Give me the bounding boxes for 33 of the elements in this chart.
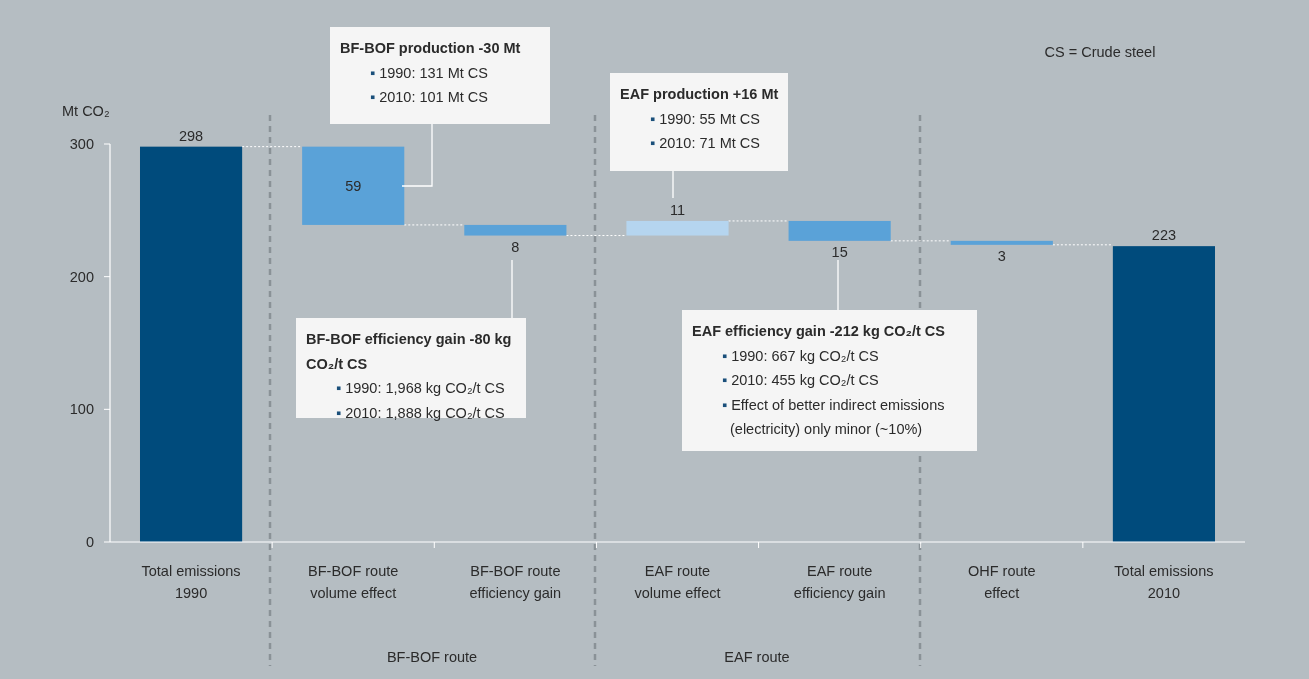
bar [302,146,405,225]
data-label: 15 [831,243,848,260]
y-tick-label: 300 [69,136,94,152]
data-label: 8 [511,238,520,255]
text: BF-BOF route [386,649,478,665]
text: BF-BOF production -30 Mt ▪ 1990: 131 Mt CS ▪ 2010: 101 Mt CS [340,40,521,105]
annotation: BF-BOF efficiency gain -80 kg CO₂/t CS ▪ 1990: 1,968 kg CO₂/t CS ▪ 2010: 1,888 kg CO₂/t CS [306,331,512,421]
x-tick-label: Total emissions 2010 [1114,563,1214,601]
x-tick-label: EAF route volume effect [634,563,721,601]
bar [464,224,567,236]
y-axis-title: Mt CO₂ [62,103,110,119]
x-tick-label: BF-BOF route efficiency gain [469,563,562,601]
x-tick-label: Total emissions 1990 [141,563,241,601]
y-tick-label: 200 [69,268,94,285]
text: EAF route [724,649,790,665]
x-tick-label: OHF route effect [967,563,1036,601]
bar [140,146,243,542]
data-label: 11 [669,201,686,218]
data-label: 298 [178,127,204,144]
bar [1112,246,1215,542]
bar [626,220,729,236]
data-label: 59 [345,177,362,194]
text: CS = Crude steel [1044,44,1156,60]
x-tick-label: EAF route efficiency gain [793,563,886,601]
y-tick-label: 0 [85,534,94,550]
y-tick-label: 100 [69,401,94,418]
data-label: 223 [1151,227,1177,244]
data-label: 3 [997,247,1006,264]
bar [950,240,1053,245]
x-tick-label: BF-BOF route volume effect [308,563,399,601]
annotation: EAF production +16 Mt ▪ 1990: 55 Mt CS ▪ 2010: 71 Mt CS [620,86,779,151]
annotation: EAF efficiency gain -212 kg CO₂/t CS ▪ 1990: 667 kg CO₂/t CS ▪ 2010: 455 kg CO₂/t CS ▪ Effect of better indirect emissions (electricity) only minor (~10%) [692,323,946,437]
bar [788,220,891,241]
